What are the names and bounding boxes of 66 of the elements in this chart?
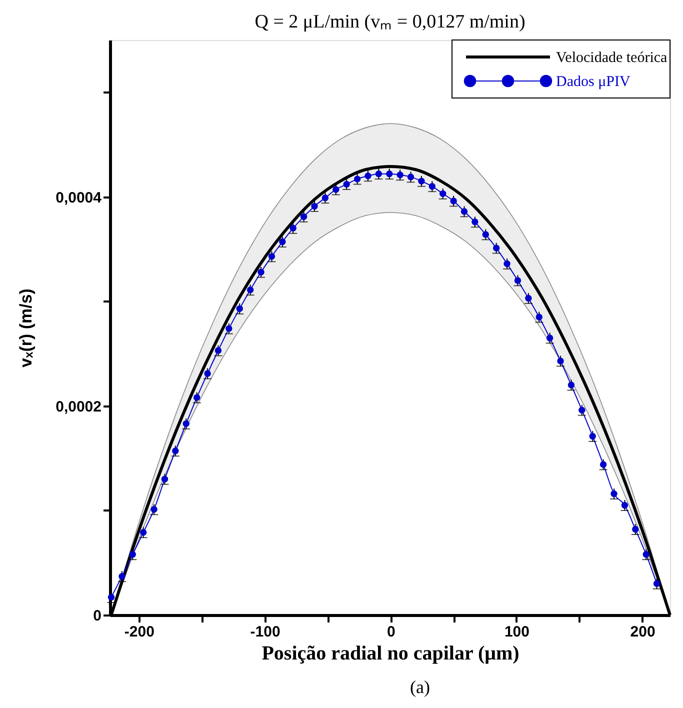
legend-label: Dados μPIV: [556, 74, 630, 90]
point: [108, 594, 115, 601]
point: [492, 244, 500, 252]
point: [504, 260, 510, 268]
point: [322, 194, 329, 202]
point: [472, 218, 478, 226]
point: [428, 183, 436, 190]
chart-title: Q = 2 μL/min (vₘ = 0,0127 m/min): [254, 12, 526, 32]
point: [482, 231, 489, 238]
point: [129, 551, 136, 558]
point: [440, 190, 446, 198]
point: [386, 170, 393, 178]
point: [279, 238, 286, 246]
point: [450, 198, 457, 204]
point: [375, 170, 382, 178]
x-tick-label: 0: [386, 624, 396, 640]
point: [418, 178, 425, 184]
point: [589, 432, 596, 440]
y-axis-title: vₓ(r) (m/s): [16, 288, 36, 368]
point: [172, 448, 179, 454]
y-tick-label: 0: [93, 608, 102, 624]
point: [546, 334, 554, 342]
point: [343, 180, 350, 188]
y-tick-label: 0,0002: [56, 398, 102, 416]
point: [290, 224, 296, 232]
point: [204, 370, 211, 377]
x-tick-label: 100: [504, 624, 530, 640]
point: [653, 580, 660, 587]
point: [514, 277, 522, 284]
point: [610, 490, 618, 498]
point: [182, 420, 190, 428]
point: [150, 506, 158, 513]
point: [525, 294, 532, 302]
point: [140, 529, 147, 536]
point: [332, 186, 340, 193]
point: [236, 305, 243, 312]
point: [161, 476, 168, 482]
x-tick-label: -200: [124, 624, 154, 640]
point: [214, 347, 222, 354]
point: [578, 406, 586, 414]
y-tick-label: 0,0004: [56, 189, 102, 206]
point: [557, 358, 564, 364]
point: [311, 202, 318, 210]
point: [193, 394, 200, 401]
point: [621, 502, 628, 509]
x-tick-label: -100: [250, 624, 280, 640]
point: [632, 526, 639, 533]
point: [396, 172, 404, 178]
point: [460, 208, 468, 215]
point: [118, 572, 126, 580]
point: [300, 213, 308, 220]
point: [268, 253, 276, 260]
point: [642, 551, 650, 558]
x-tick-label: 200: [630, 624, 656, 640]
point: [354, 176, 361, 182]
point: [364, 172, 372, 180]
point: [536, 314, 542, 320]
text: Velocidade teórica: [556, 50, 668, 66]
point: [246, 286, 254, 294]
point: [258, 268, 264, 276]
x-axis-title: Posição radial no capilar (μm): [262, 642, 520, 664]
text: (a): [410, 677, 430, 697]
point: [600, 461, 607, 468]
point: [407, 174, 414, 180]
point: [568, 382, 575, 388]
point: [226, 325, 232, 332]
